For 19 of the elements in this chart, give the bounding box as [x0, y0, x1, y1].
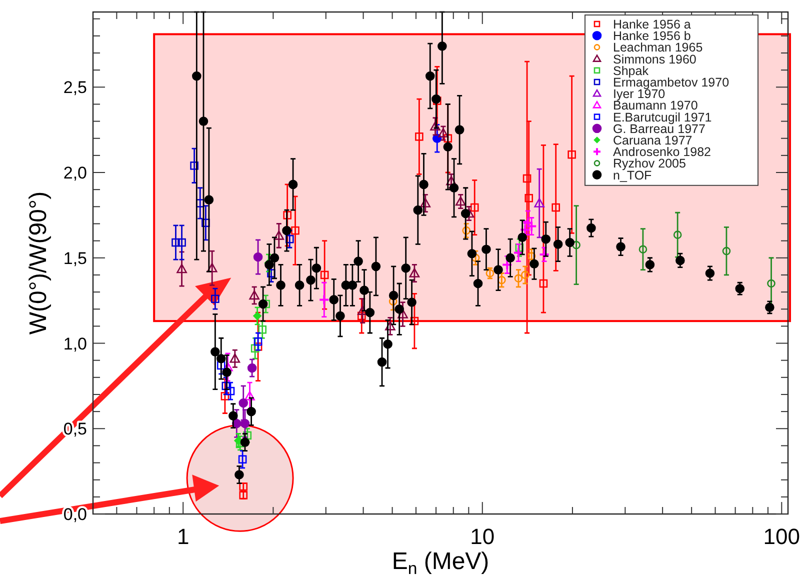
y-tick-label: 2,0 — [63, 164, 87, 183]
legend-label: Ryzhov 2005 — [613, 156, 686, 171]
legend-label: E.Barutcugil 1971 — [613, 110, 712, 124]
y-tick-label: 1,0 — [63, 334, 87, 354]
legend-label: Caruana 1977 — [613, 134, 692, 148]
legend-label: Ermagambetov 1970 — [613, 76, 730, 90]
legend-label: Androsenko 1982 — [613, 145, 712, 160]
x-tick-label: 10 — [470, 524, 495, 549]
y-tick-label: 1,5 — [63, 248, 87, 268]
x-tick-label: 100 — [763, 524, 800, 549]
legend-label: Hanke 1956 a — [613, 18, 691, 32]
x-tick-label: 1 — [176, 524, 190, 549]
legend-label: Hanke 1956 b — [613, 29, 691, 44]
legend-label: Leachman 1965 — [613, 40, 703, 55]
legend-label: Simmons 1960 — [613, 52, 696, 66]
y-axis-title: W(0°)/W(90°) — [25, 191, 52, 335]
y-tick-label: 2,5 — [63, 78, 87, 98]
legend-label: Shpak — [613, 64, 650, 78]
x-axis-title: E$_{n}$ (MeV) — [392, 548, 490, 575]
